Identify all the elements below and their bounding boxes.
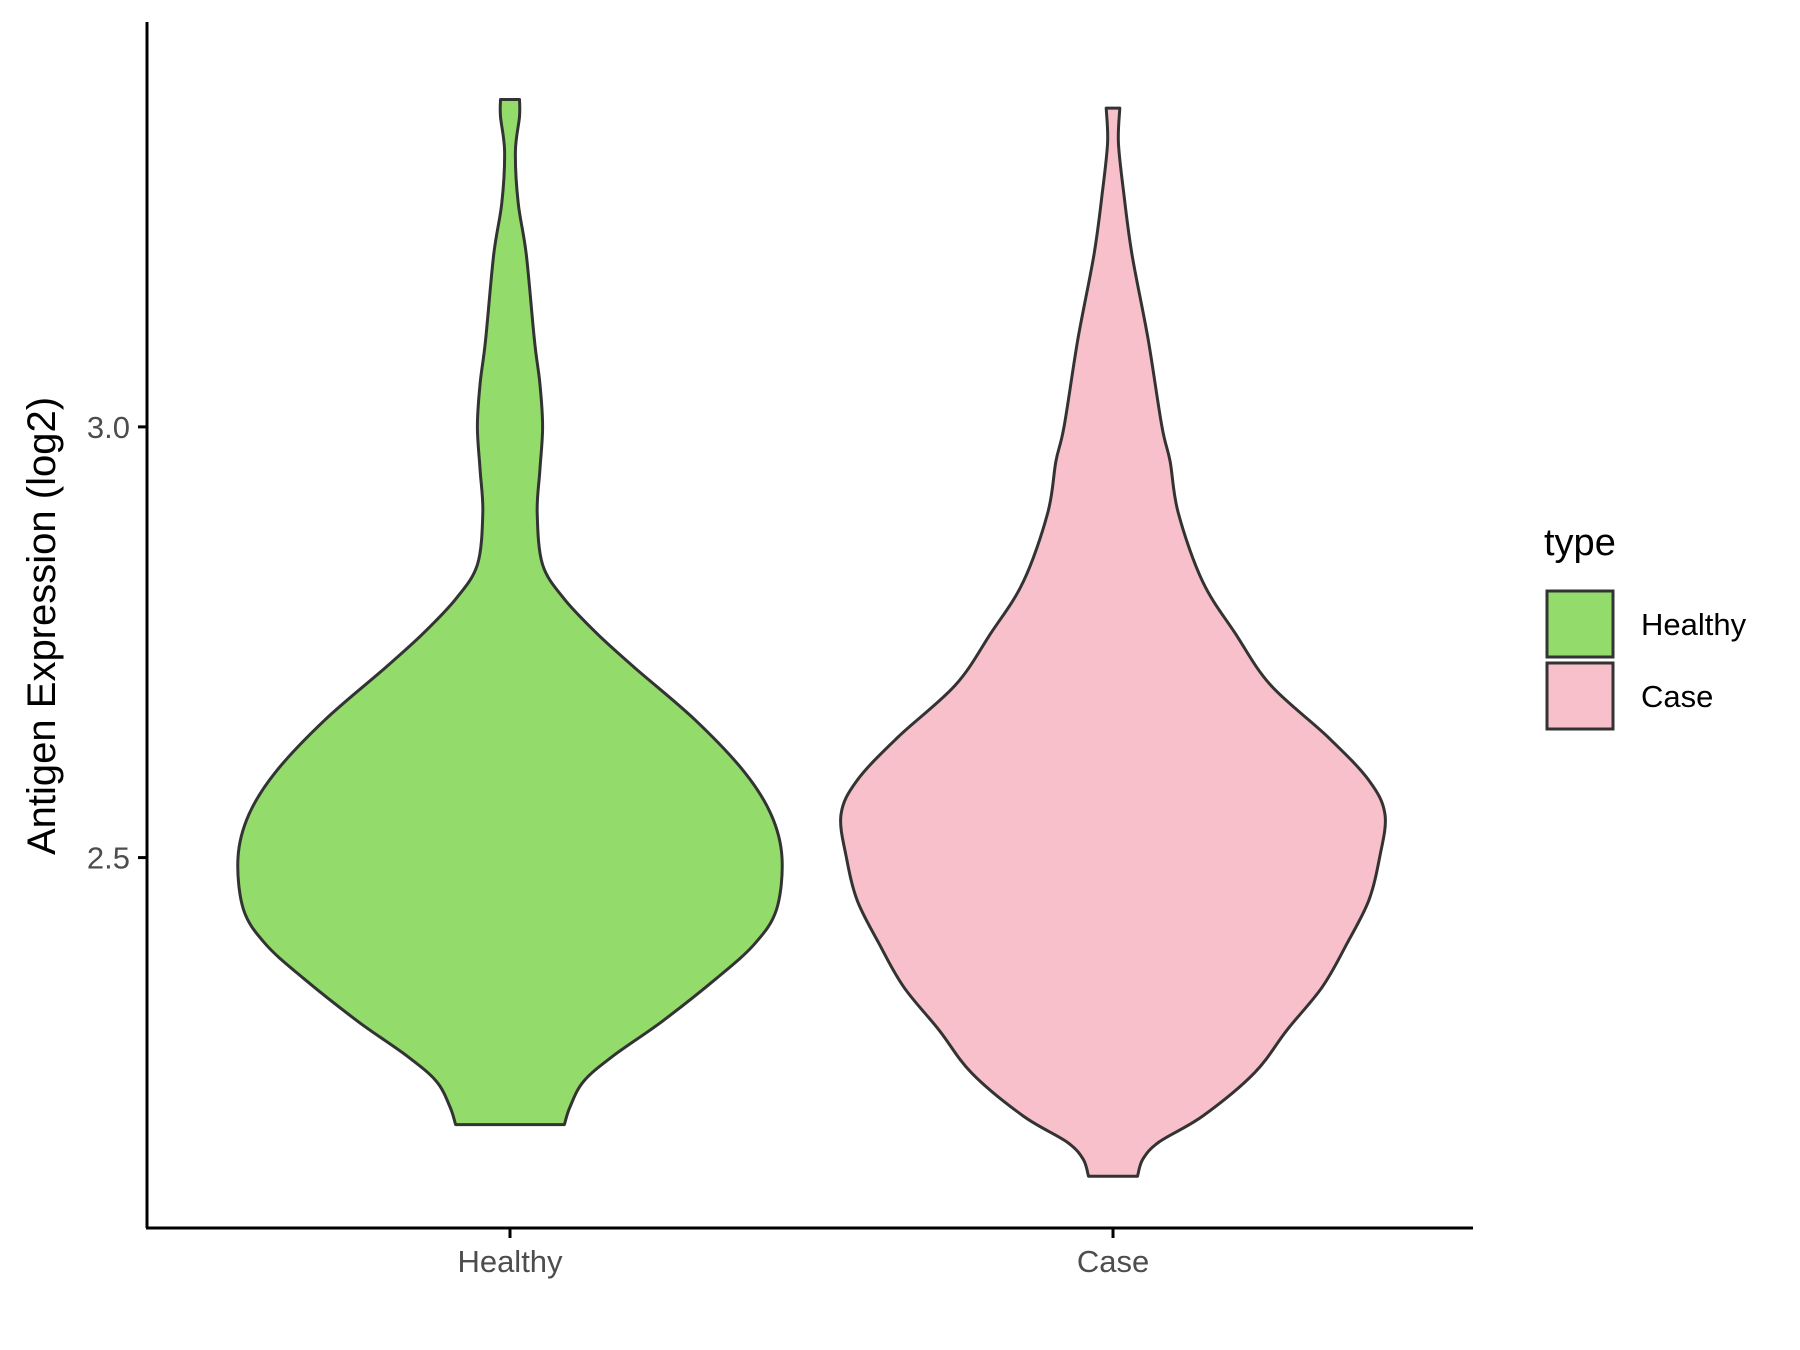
legend-label-healthy: Healthy	[1641, 607, 1747, 642]
y-ticks: 2.5 3.0	[87, 410, 147, 876]
legend-key-case	[1545, 661, 1615, 731]
legend-title: type	[1544, 522, 1616, 564]
legend: type Healthy Case	[1544, 522, 1747, 731]
y-tick-label: 3.0	[87, 410, 130, 445]
x-tick-label: Healthy	[457, 1244, 563, 1279]
legend-label-case: Case	[1641, 679, 1713, 714]
y-tick-label: 2.5	[87, 841, 130, 876]
x-tick-label: Case	[1077, 1244, 1149, 1279]
violins-layer	[236, 98, 1387, 1178]
x-ticks: Healthy Case	[457, 1228, 1149, 1279]
violin-healthy	[236, 98, 784, 1127]
legend-key-healthy	[1545, 589, 1615, 659]
violin-case	[839, 106, 1387, 1178]
y-axis-title: Antigen Expression (log2)	[20, 397, 64, 855]
